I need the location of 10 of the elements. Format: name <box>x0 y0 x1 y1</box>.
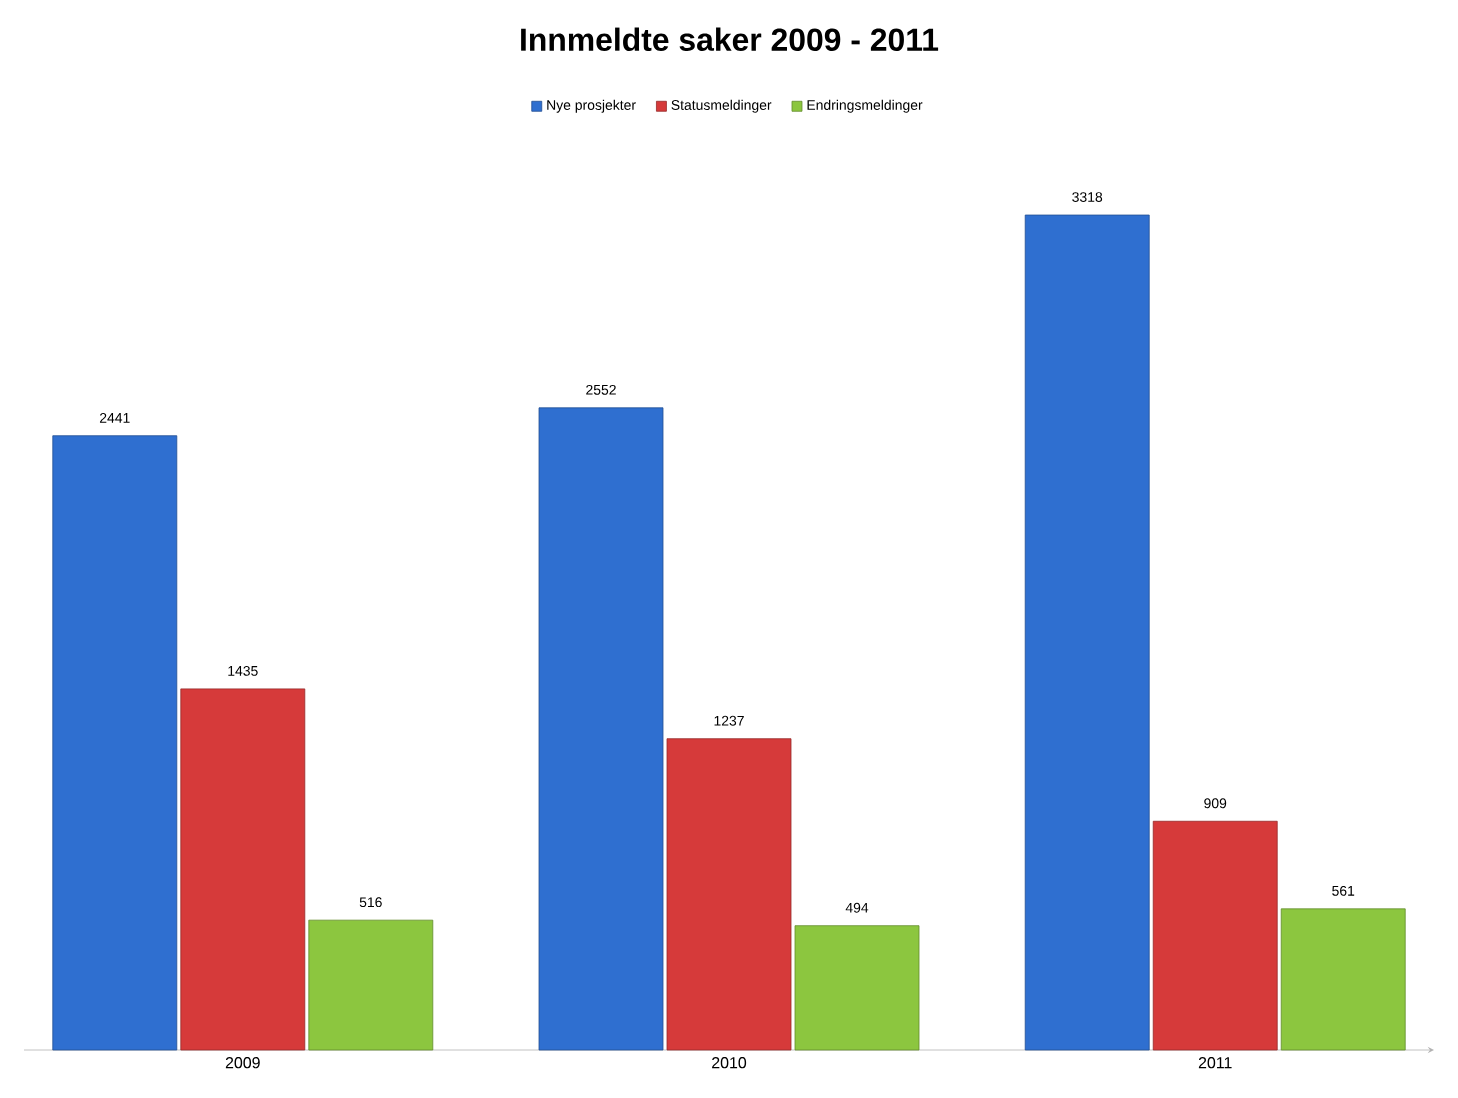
bar <box>52 435 178 1051</box>
bar <box>1280 908 1406 1051</box>
bar <box>1024 214 1150 1051</box>
bar <box>180 688 306 1051</box>
bar <box>666 738 792 1051</box>
bar <box>538 407 664 1051</box>
bar <box>794 925 920 1051</box>
bar <box>1152 820 1278 1051</box>
bar <box>308 919 434 1051</box>
chart-title: Innmeldte saker 2009 - 2011 <box>521 27 939 51</box>
